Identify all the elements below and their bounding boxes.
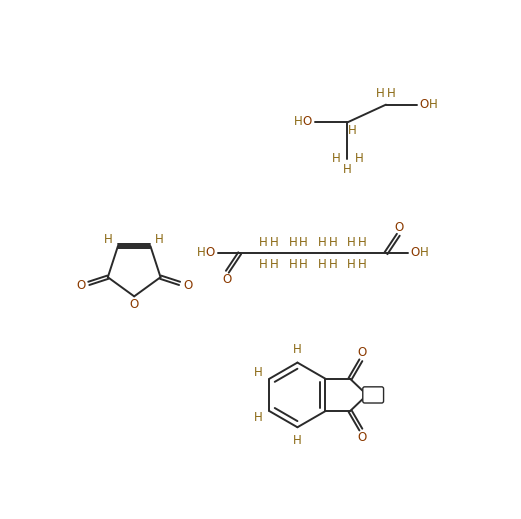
Text: H: H	[387, 87, 396, 100]
Text: O: O	[358, 431, 367, 444]
Text: H: H	[331, 152, 340, 165]
Text: O: O	[303, 115, 312, 128]
Text: H: H	[328, 236, 337, 249]
Text: H: H	[104, 233, 113, 246]
FancyBboxPatch shape	[363, 387, 383, 403]
Text: H: H	[254, 366, 263, 379]
Text: H: H	[270, 236, 279, 249]
Text: H: H	[155, 233, 164, 246]
Text: O: O	[411, 246, 420, 259]
Text: H: H	[254, 411, 263, 424]
Text: H: H	[376, 87, 385, 100]
Text: H: H	[299, 257, 308, 270]
Text: O: O	[394, 221, 404, 234]
Text: H: H	[429, 98, 438, 111]
Text: H: H	[259, 257, 268, 270]
Text: H: H	[328, 257, 337, 270]
Text: H: H	[293, 434, 302, 447]
Text: H: H	[293, 343, 302, 356]
Text: H: H	[289, 236, 297, 249]
Text: H: H	[347, 257, 356, 270]
Text: O: O	[420, 98, 429, 111]
Text: H: H	[343, 163, 352, 176]
Text: O: O	[76, 280, 85, 293]
Text: H: H	[299, 236, 308, 249]
Text: H: H	[420, 246, 429, 259]
Text: H: H	[318, 236, 327, 249]
Text: H: H	[347, 236, 356, 249]
Text: H: H	[259, 236, 268, 249]
Text: H: H	[358, 236, 366, 249]
Text: O: O	[358, 346, 367, 359]
Text: H: H	[355, 152, 364, 165]
Text: H: H	[358, 257, 366, 270]
Text: O: O	[183, 280, 192, 293]
Text: O: O	[368, 388, 378, 401]
Text: H: H	[348, 124, 356, 136]
Text: O: O	[130, 298, 139, 311]
Text: H: H	[294, 115, 303, 128]
Text: H: H	[318, 257, 327, 270]
Text: H: H	[289, 257, 297, 270]
Text: H: H	[270, 257, 279, 270]
Text: H: H	[197, 246, 206, 259]
Text: O: O	[222, 273, 231, 286]
Text: O: O	[206, 246, 215, 259]
